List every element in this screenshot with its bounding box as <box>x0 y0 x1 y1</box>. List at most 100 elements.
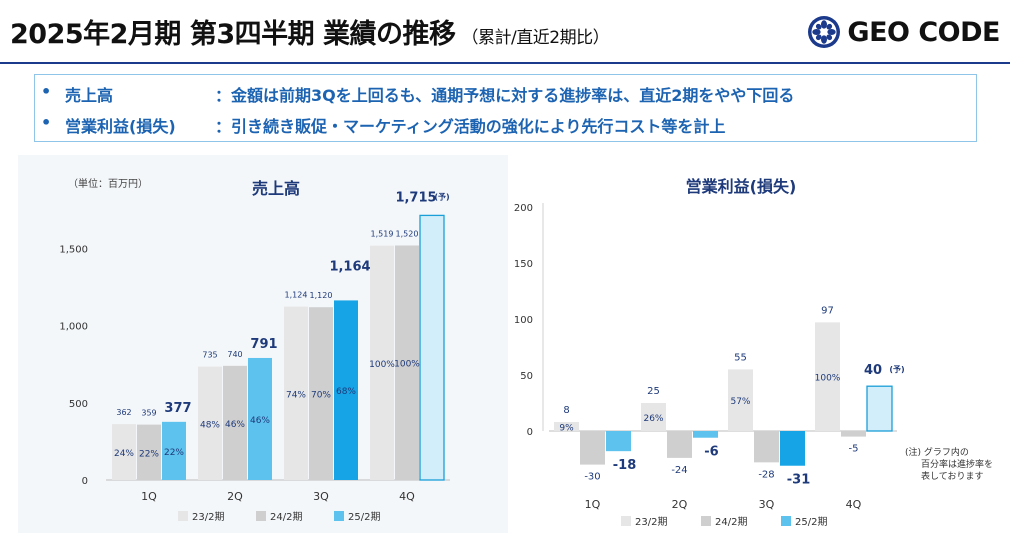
legend-swatch <box>178 511 188 521</box>
bar-value-label: 8 <box>563 405 569 416</box>
bar-progress-label: 100% <box>369 360 395 370</box>
bar <box>606 431 631 452</box>
forecast-mark: (予) <box>434 192 449 201</box>
x-tick-label: 4Q <box>846 498 862 511</box>
operating-income-chart: 営業利益(損失) 0 50 100 150 200 1Q 8 9% -30 -18 2Q 25 26% -2… <box>514 177 993 528</box>
bar-progress-label: 68% <box>336 387 356 397</box>
bar-progress-label: 74% <box>286 390 306 400</box>
x-tick-label: 3Q <box>759 498 775 511</box>
bar-value-label: -30 <box>584 472 600 483</box>
chart-title: 売上高 <box>252 179 300 198</box>
forecast-bar <box>866 385 893 432</box>
forecast-value-label: 40 <box>864 363 882 378</box>
bar <box>112 424 136 480</box>
bar-progress-label: 57% <box>730 397 750 407</box>
bar-progress-label: 22% <box>164 448 184 458</box>
bar-value-label: 1,120 <box>310 291 333 300</box>
x-tick-label: 2Q <box>672 498 688 511</box>
bar-progress-label: 9% <box>559 424 574 434</box>
legend-swatch <box>256 511 266 521</box>
bar-value-label: 1,124 <box>285 291 308 300</box>
legend-swatch <box>334 511 344 521</box>
legend-label: 23/2期 <box>635 516 667 528</box>
bar-value-label: -18 <box>613 458 637 473</box>
sales-chart: （単位：百万円） 売上高 0 500 1,000 1,500 1Q 362 24% 359 22% 3… <box>59 177 450 523</box>
bar-value-label: 55 <box>734 352 747 363</box>
summary-box: • 売上高 ：金額は前期3Qを上回るも、通期予想に対する進捗率は、直近2期をやや… <box>34 74 977 142</box>
bar <box>815 322 840 431</box>
y-tick-label: 1,000 <box>59 322 88 333</box>
legend-label: 23/2期 <box>192 511 224 523</box>
legend-label: 25/2期 <box>348 511 380 523</box>
page-title-text: 2025年2月期 第3四半期 業績の推移 <box>10 19 456 50</box>
page-header: 2025年2月期 第3四半期 業績の推移 （累計/直近2期比） GEO CODE <box>0 0 1010 64</box>
bar <box>841 431 866 437</box>
bar <box>693 431 718 438</box>
summary-text: ：引き続き販促・マーケティング活動の強化により先行コスト等を計上 <box>215 117 726 136</box>
footnote-line: 百分率は進捗率を <box>921 458 993 470</box>
chart-title: 営業利益(損失) <box>686 177 797 196</box>
summary-label: 売上高 <box>65 86 114 105</box>
bar-value-label: -6 <box>704 445 718 460</box>
bar-value-label: 1,164 <box>329 259 370 274</box>
legend-swatch <box>781 516 791 526</box>
company-logo: GEO CODE <box>807 12 1000 52</box>
forecast-value-label: 1,715 <box>395 190 436 205</box>
bar <box>554 422 579 431</box>
bar-value-label: 359 <box>141 409 156 418</box>
bar <box>641 403 666 431</box>
y-tick-label: 100 <box>514 315 533 326</box>
bar-value-label: 97 <box>821 305 834 316</box>
bar-progress-label: 26% <box>643 414 663 424</box>
y-tick-label: 0 <box>527 427 533 438</box>
bar <box>667 431 692 458</box>
y-tick-label: 150 <box>514 259 533 270</box>
bar-value-label: 740 <box>227 350 242 359</box>
bar-progress-label: 46% <box>250 416 270 426</box>
forecast-bar <box>419 214 445 481</box>
bar-value-label: -5 <box>849 444 859 455</box>
bar-progress-label: 100% <box>815 374 841 384</box>
bar <box>284 306 308 480</box>
bar <box>137 424 161 480</box>
bar <box>370 245 394 480</box>
y-tick-label: 0 <box>82 476 88 487</box>
bar-progress-label: 70% <box>311 391 331 401</box>
summary-text: ：金額は前期3Qを上回るも、通期予想に対する進捗率は、直近2期をやや下回る <box>215 86 795 105</box>
x-tick-label: 3Q <box>313 490 329 503</box>
bar-progress-label: 100% <box>394 360 420 370</box>
footnote-line: (注) グラフ内の <box>905 446 969 458</box>
geo-code-emblem-icon <box>808 16 841 48</box>
bar-value-label: 362 <box>116 408 131 417</box>
y-tick-label: 50 <box>520 371 533 382</box>
bullet: • <box>41 113 52 132</box>
bar <box>334 300 358 480</box>
unit-label: （単位：百万円） <box>68 177 148 190</box>
legend-label: 24/2期 <box>270 511 302 523</box>
bar <box>728 369 753 431</box>
operating-income-chart-panel: 営業利益(損失) 0 50 100 150 200 1Q 8 9% -30 -18 2Q 25 26% -2… <box>511 155 996 533</box>
bullet: • <box>41 82 52 101</box>
bar-progress-label: 48% <box>200 420 220 430</box>
summary-row-sales: • 売上高 ：金額は前期3Qを上回るも、通期予想に対する進捗率は、直近2期をやや… <box>41 82 794 106</box>
bar-value-label: -31 <box>787 473 811 488</box>
y-tick-label: 200 <box>514 203 533 214</box>
x-tick-label: 1Q <box>141 490 157 503</box>
legend-swatch <box>621 516 631 526</box>
bar-value-label: 25 <box>647 386 660 397</box>
bar <box>780 431 805 466</box>
page-subtitle: （累計/直近2期比） <box>461 28 610 48</box>
footnote-line: 表しております <box>921 470 983 482</box>
summary-label: 営業利益(損失) <box>65 117 176 136</box>
legend-label: 25/2期 <box>795 516 827 528</box>
x-tick-label: 4Q <box>399 490 415 503</box>
page-title: 2025年2月期 第3四半期 業績の推移 （累計/直近2期比） <box>10 12 610 51</box>
bar-value-label: 735 <box>202 351 217 360</box>
x-tick-label: 1Q <box>585 498 601 511</box>
bar <box>248 357 272 480</box>
forecast-mark: (予) <box>889 365 904 374</box>
bar <box>754 431 779 463</box>
sales-chart-panel: （単位：百万円） 売上高 0 500 1,000 1,500 1Q 362 24% 359 22% 3… <box>18 155 508 533</box>
legend-label: 24/2期 <box>715 516 747 528</box>
bar-progress-label: 24% <box>114 449 134 459</box>
